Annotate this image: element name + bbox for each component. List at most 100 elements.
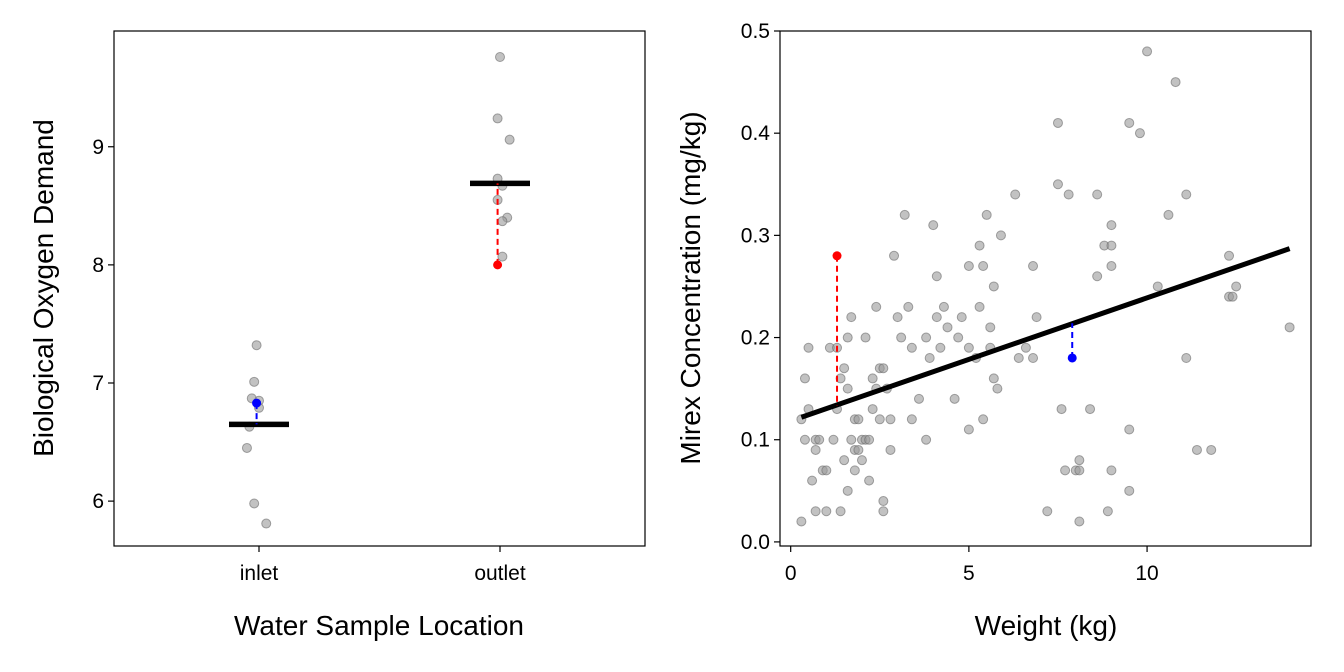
- data-point: [803, 342, 814, 353]
- data-point: [938, 301, 949, 312]
- data-point: [1042, 506, 1053, 517]
- data-point: [1227, 291, 1238, 302]
- data-point: [810, 506, 821, 517]
- x-tick-label: 10: [1135, 562, 1158, 585]
- data-point: [846, 312, 857, 323]
- mirex-x-axis-title: Weight (kg): [975, 610, 1118, 641]
- data-point: [913, 393, 924, 404]
- data-point: [903, 301, 914, 312]
- mirex-panel: 0.0 0.1 0.2 0.3 0.4 0.5 0 5 10 Weight (kg) Mire…: [675, 20, 1312, 641]
- data-point: [1013, 352, 1024, 363]
- bod-group-means: [229, 180, 530, 428]
- data-point: [1052, 117, 1063, 128]
- data-point: [931, 271, 942, 282]
- highlighted-point: [832, 251, 842, 261]
- data-point: [1134, 128, 1145, 139]
- data-point: [497, 216, 508, 227]
- data-point: [839, 363, 850, 374]
- data-point: [828, 434, 839, 445]
- data-point: [1106, 465, 1117, 476]
- data-point: [864, 434, 875, 445]
- data-point: [251, 340, 262, 351]
- data-point: [835, 506, 846, 517]
- bod-x-axis-title: Water Sample Location: [234, 610, 524, 641]
- bod-highlighted-points: [252, 183, 503, 425]
- mirex-points: [796, 46, 1295, 527]
- data-point: [1181, 189, 1192, 200]
- data-point: [878, 506, 889, 517]
- data-point: [874, 414, 885, 425]
- data-point: [1052, 179, 1063, 190]
- regression-line: [800, 246, 1291, 420]
- data-point: [249, 376, 260, 387]
- data-point: [821, 465, 832, 476]
- data-point: [995, 230, 1006, 241]
- data-point: [846, 434, 857, 445]
- data-point: [856, 455, 867, 466]
- data-point: [889, 250, 900, 261]
- data-point: [842, 485, 853, 496]
- bod-x-ticks: inlet outlet: [240, 546, 526, 585]
- data-point: [839, 455, 850, 466]
- y-tick-label: 0.0: [741, 531, 770, 554]
- data-point: [963, 261, 974, 272]
- y-tick-label: 0.4: [741, 122, 771, 145]
- data-point: [1102, 506, 1113, 517]
- data-point: [1142, 46, 1153, 57]
- data-point: [1092, 189, 1103, 200]
- data-point: [810, 444, 821, 455]
- data-point: [796, 516, 807, 527]
- data-point: [1191, 444, 1202, 455]
- data-point: [814, 434, 825, 445]
- y-tick-label: 0.1: [741, 429, 770, 452]
- data-point: [878, 496, 889, 507]
- mirex-y-ticks: 0.0 0.1 0.2 0.3 0.4 0.5: [741, 20, 780, 554]
- mirex-x-ticks: 0 5 10: [785, 546, 1159, 585]
- data-point: [931, 312, 942, 323]
- data-point: [1106, 220, 1117, 231]
- data-point: [799, 373, 810, 384]
- data-point: [867, 404, 878, 415]
- data-point: [492, 113, 503, 124]
- data-point: [1056, 404, 1067, 415]
- data-point: [1020, 342, 1031, 353]
- bod-panel: 6 7 8 9 inlet outlet Water Sample Location B…: [28, 30, 646, 641]
- bod-y-ticks: 6 7 8 9: [92, 136, 114, 513]
- data-point: [963, 342, 974, 353]
- data-point: [1163, 209, 1174, 220]
- mirex-regression: [800, 246, 1291, 420]
- data-point: [842, 383, 853, 394]
- highlighted-point: [1067, 353, 1077, 363]
- data-point: [956, 312, 967, 323]
- data-point: [1206, 444, 1217, 455]
- data-point: [1028, 352, 1039, 363]
- data-point: [1063, 189, 1074, 200]
- data-point: [878, 363, 889, 374]
- data-point: [842, 332, 853, 343]
- bod-y-axis-title: Biological Oxygen Demand: [28, 119, 59, 457]
- mirex-y-axis-title: Mirex Concentration (mg/kg): [675, 111, 706, 464]
- data-point: [1074, 516, 1085, 527]
- data-point: [963, 424, 974, 435]
- data-point: [978, 261, 989, 272]
- data-point: [1224, 250, 1235, 261]
- data-point: [241, 442, 252, 453]
- data-point: [885, 444, 896, 455]
- mirex-highlighted-points: [832, 251, 1077, 407]
- data-point: [807, 475, 818, 486]
- data-point: [799, 434, 810, 445]
- data-point: [860, 332, 871, 343]
- highlighted-point: [252, 398, 262, 408]
- data-point: [1181, 352, 1192, 363]
- data-point: [988, 373, 999, 384]
- data-point: [497, 251, 508, 262]
- data-point: [906, 414, 917, 425]
- data-point: [1170, 77, 1181, 88]
- data-point: [853, 444, 864, 455]
- y-tick-label: 0.5: [741, 20, 770, 43]
- data-point: [892, 312, 903, 323]
- x-tick-label: 5: [963, 562, 975, 585]
- y-tick-label: 0.3: [741, 224, 770, 247]
- data-point: [988, 281, 999, 292]
